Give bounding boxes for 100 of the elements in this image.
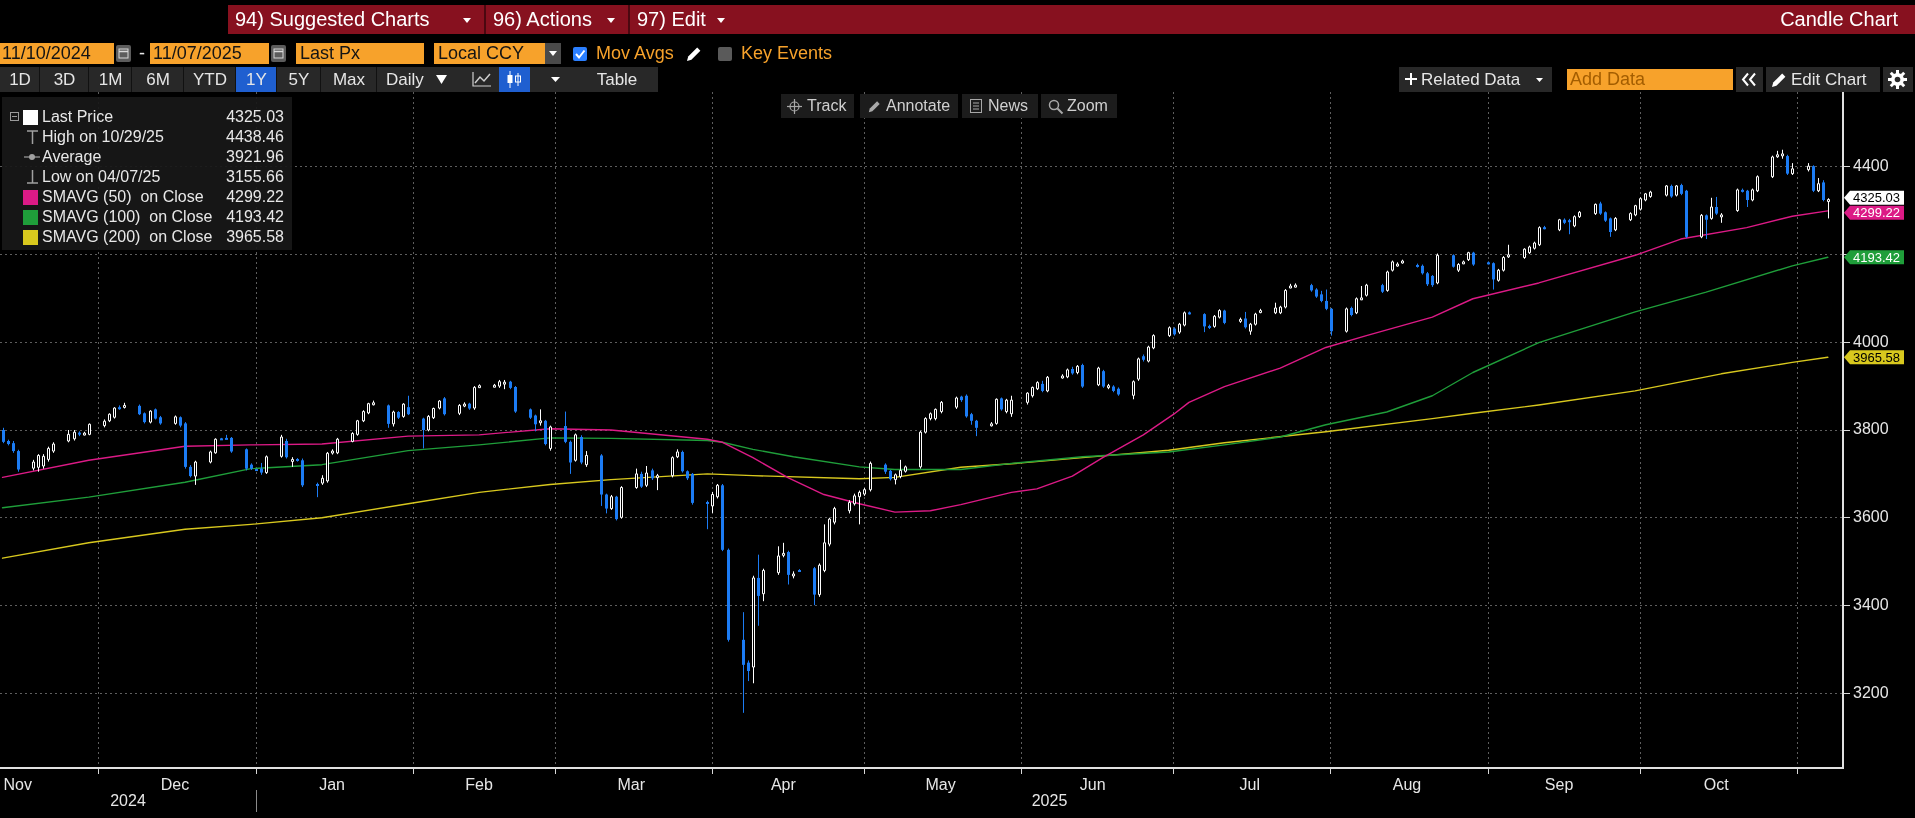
- candlestick: [711, 491, 714, 514]
- annotation: High on 10/29/25 4438.46: [42, 127, 284, 147]
- annotation: Low on 04/07/25 3155.66: [42, 167, 284, 187]
- candlestick: [681, 450, 684, 474]
- text: 2024: [110, 792, 146, 810]
- button: Annotate: [860, 94, 958, 118]
- candlestick: [245, 447, 248, 471]
- dropdown-button: Related Data: [1399, 67, 1552, 92]
- candlestick: [1010, 395, 1013, 418]
- candlestick: [1786, 154, 1789, 176]
- candlestick: [757, 554, 760, 627]
- legend-label: SMAVG (100) on Close: [42, 207, 213, 227]
- text: 4193.42: [226, 208, 284, 225]
- candlestick: [1081, 363, 1084, 389]
- text-field: Last Px: [296, 43, 424, 64]
- text: 4325.03: [226, 108, 284, 125]
- text: 2025: [1031, 792, 1068, 810]
- candlestick: [1325, 289, 1328, 311]
- text-field: Add Data: [1567, 69, 1733, 90]
- chart-title: Candle Chart: [1780, 7, 1898, 32]
- text: 3965.58: [226, 228, 284, 245]
- y-tick-label: 4400: [1853, 157, 1889, 175]
- candlestick: [17, 449, 20, 473]
- y-tick-label: 3400: [1853, 595, 1889, 613]
- candlestick: [1538, 225, 1541, 247]
- y-tick-label: 3800: [1853, 420, 1889, 438]
- text: Mov Avgs: [596, 43, 674, 64]
- x-tick-label: Mar: [617, 776, 646, 794]
- candlestick: [1203, 312, 1206, 333]
- y-tick-label: 3200: [1853, 683, 1889, 701]
- text: Key Events: [741, 43, 833, 64]
- date-field: 11/10/2024: [0, 43, 114, 64]
- candlestick: [899, 459, 902, 479]
- candlestick: [747, 659, 750, 682]
- candlestick: [569, 440, 572, 475]
- data-label: 4193.42: [1853, 249, 1900, 265]
- date-field: 11/07/2025: [150, 43, 269, 64]
- candlestick: [645, 465, 648, 488]
- x-tick-label: Jun: [1079, 776, 1106, 794]
- candlestick: [605, 493, 608, 514]
- candlestick: [635, 468, 638, 490]
- candlestick: [965, 393, 968, 419]
- x-tick-label: Oct: [1703, 776, 1730, 794]
- legend-label: Last Price: [42, 107, 114, 127]
- x-tick-label: Feb: [465, 776, 494, 794]
- legend-label: SMAVG (50) on Close: [42, 187, 204, 207]
- button: 1Y: [236, 67, 277, 92]
- button: Zoom: [1041, 94, 1117, 118]
- candlestick: [1705, 213, 1708, 240]
- candlestick: [706, 500, 709, 530]
- candlestick: [1710, 197, 1713, 221]
- dropdown-field: Local CCY: [434, 43, 545, 64]
- x-tick-label: Nov: [3, 776, 32, 794]
- candlestick: [1822, 179, 1825, 202]
- candlestick: [615, 495, 618, 521]
- candlestick: [194, 460, 197, 486]
- candlestick: [1827, 197, 1830, 219]
- candlestick: [544, 419, 547, 446]
- candlestick: [1345, 307, 1348, 334]
- x-tick-label: Jul: [1239, 776, 1261, 794]
- data-label: 3965.58: [1853, 349, 1900, 365]
- button: Track: [781, 94, 854, 118]
- legend-label: SMAVG (200) on Close: [42, 227, 213, 247]
- text: -: [139, 43, 145, 64]
- annotation: Track: [807, 96, 847, 116]
- candlestick: [1132, 379, 1135, 400]
- candlestick: [280, 434, 283, 459]
- candlestick: [564, 411, 567, 444]
- x-tick-label: May: [925, 776, 956, 794]
- candlestick: [858, 490, 861, 525]
- button: Edit Chart: [1766, 67, 1880, 92]
- annotation: Annotate: [886, 96, 951, 116]
- button: News: [962, 94, 1038, 118]
- x-tick-label: Aug: [1392, 776, 1422, 794]
- candlestick: [1700, 213, 1703, 239]
- y-tick-label: 4000: [1853, 332, 1889, 350]
- candlestick: [549, 425, 552, 452]
- text: 4325.03: [1853, 190, 1900, 206]
- x-tick-label: Jan: [319, 776, 345, 794]
- candlestick: [285, 438, 288, 460]
- candlestick: [671, 455, 674, 478]
- annotation: Zoom: [1067, 96, 1108, 116]
- candlestick: [443, 396, 446, 417]
- x-tick-label: Apr: [770, 776, 797, 794]
- annotation: Average 3921.96: [42, 147, 284, 167]
- candlestick: [777, 545, 780, 576]
- candlestick: [762, 568, 765, 602]
- x-tick-label: Sep: [1544, 776, 1574, 794]
- data-label: 4299.22: [1853, 205, 1900, 221]
- y-tick-label: 3600: [1853, 508, 1889, 526]
- candlestick: [265, 454, 268, 475]
- candlestick: [422, 417, 425, 449]
- candlestick: [1330, 307, 1333, 337]
- candlestick: [407, 395, 410, 416]
- candlestick: [1492, 261, 1495, 291]
- x-tick-label: Dec: [160, 776, 190, 794]
- annotation: News: [988, 96, 1029, 116]
- candlestick: [473, 385, 476, 411]
- candlestick: [787, 550, 790, 586]
- text: 4299.22: [226, 188, 284, 205]
